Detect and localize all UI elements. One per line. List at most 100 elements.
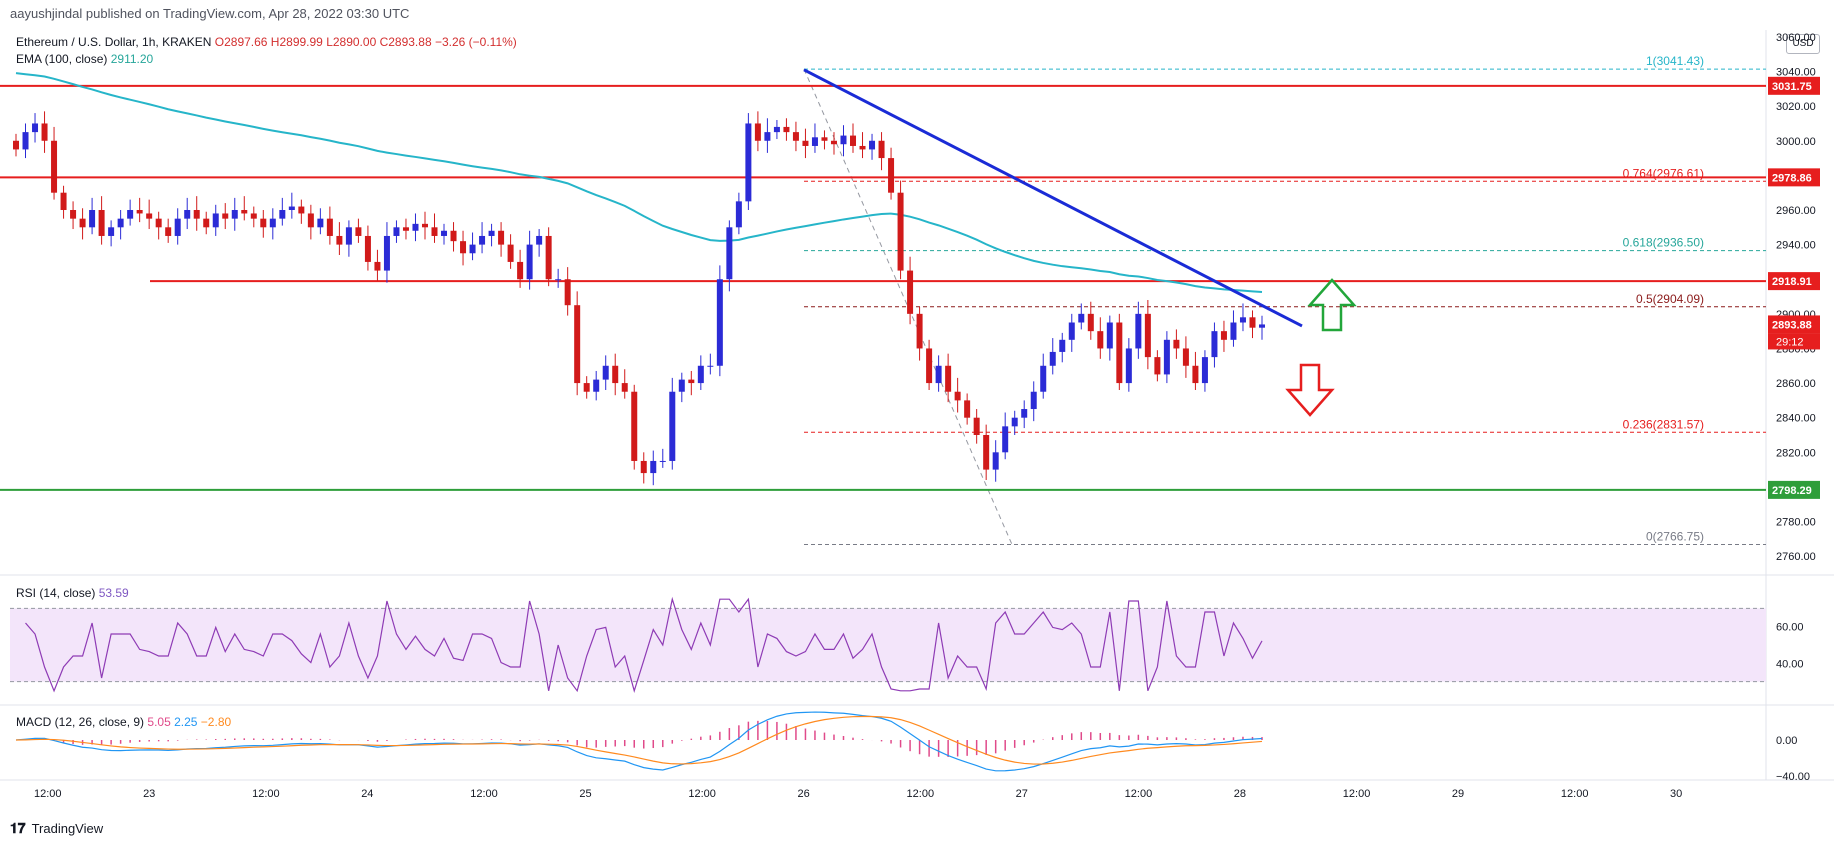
price-tag: 2978.86 [1768,168,1820,187]
symbol-legend[interactable]: Ethereum / U.S. Dollar, 1h, KRAKEN O2897… [16,35,517,49]
time-axis-label: 12:00 [1561,788,1589,800]
candle [945,365,952,392]
fib-level-label: 0.5(2904.09) [1636,292,1704,306]
candle [935,365,942,384]
candle [1011,417,1018,427]
fib-level-label: 0.236(2831.57) [1623,417,1704,431]
candle [621,383,628,392]
candle [754,123,761,141]
candle [954,391,961,401]
candle [612,365,619,384]
candle [1097,331,1104,349]
up-arrow-icon [1307,278,1357,332]
price-tag-bg [1768,315,1820,334]
candle [897,192,904,271]
fib-diagonal [803,68,1013,545]
price-tag: 2918.91 [1768,272,1820,291]
rsi-legend[interactable]: RSI (14, close) 53.59 [16,586,129,600]
candle [926,348,933,384]
ema-legend[interactable]: EMA (100, close) 2911.20 [16,52,153,66]
candle [1059,339,1066,352]
price-tag-label: 3031.75 [1772,81,1812,93]
candle [450,230,457,242]
candle [51,140,58,193]
candle [973,417,980,435]
candle [1239,317,1246,323]
candle [1230,322,1237,340]
candle [792,132,799,141]
candle [146,213,153,219]
price-tag: 3031.75 [1768,76,1820,95]
candle [802,140,809,146]
rsi-axis-label: 60.00 [1776,622,1804,634]
candle [317,218,324,228]
brand-name: TradingView [31,821,104,836]
candle [421,223,428,228]
candle [364,235,371,262]
candle [574,305,581,384]
time-axis-label: 25 [579,788,591,800]
candle [431,227,438,236]
ema-label: EMA (100, close) [16,52,108,66]
candle [659,460,666,462]
candle [345,227,352,245]
price-tag-label: 2978.86 [1772,172,1812,184]
price-axis-label: 2960.00 [1776,205,1816,217]
candle [821,137,828,141]
candle [697,365,704,384]
candle [108,227,115,236]
candle [1078,313,1085,323]
candle [1249,317,1256,328]
candle [374,261,381,271]
time-axis-label: 24 [361,788,373,800]
candle [1030,391,1037,410]
candle [964,400,971,418]
time-axis-label: 12:00 [1343,788,1371,800]
footer-brand[interactable]: 𝟏𝟕 TradingView [10,820,103,837]
candle [1135,313,1142,349]
candle [460,241,467,254]
candle [1220,331,1227,340]
time-axis-label: 30 [1670,788,1682,800]
price-axis-label: 2820.00 [1776,447,1816,459]
candle [441,230,448,236]
time-axis-label: 12:00 [1125,788,1153,800]
candle [165,227,172,236]
candle [269,218,276,228]
candle [583,383,590,392]
countdown-bg [1768,333,1820,350]
time-axis-label: 12:00 [470,788,498,800]
down-arrow-icon [1285,363,1335,417]
price-axis-label: 2760.00 [1776,551,1816,563]
candle [650,460,657,474]
candle [155,218,162,228]
macd-legend[interactable]: MACD (12, 26, close, 9) 5.05 2.25 −2.80 [16,715,231,729]
price-axis-label: 2940.00 [1776,240,1816,252]
fib-level-label: 0.618(2936.50) [1623,236,1704,250]
macd-axis-label: −40.00 [1776,771,1810,783]
candle [127,210,134,219]
ohlc-values: O2897.66 H2899.99 L2890.00 C2893.88 −3.2… [214,35,517,49]
candle [279,210,286,219]
price-axis-label: 3020.00 [1776,101,1816,113]
candle [41,123,48,141]
candle [526,244,533,280]
candle [488,230,495,236]
candle [241,210,248,214]
candle [564,279,571,306]
candle [355,227,362,236]
price-axis-label: 2860.00 [1776,378,1816,390]
candle [60,192,67,210]
candle [517,261,524,280]
candle [764,132,771,141]
countdown-label: 29:12 [1776,336,1804,348]
candle [117,218,124,228]
candle [79,218,86,228]
rsi-band [10,608,1766,682]
candle [811,137,818,146]
candle [983,435,990,470]
price-tag: 2893.88 [1768,315,1820,334]
currency-button[interactable]: USD [1786,34,1820,54]
rsi-label: RSI (14, close) [16,586,96,600]
